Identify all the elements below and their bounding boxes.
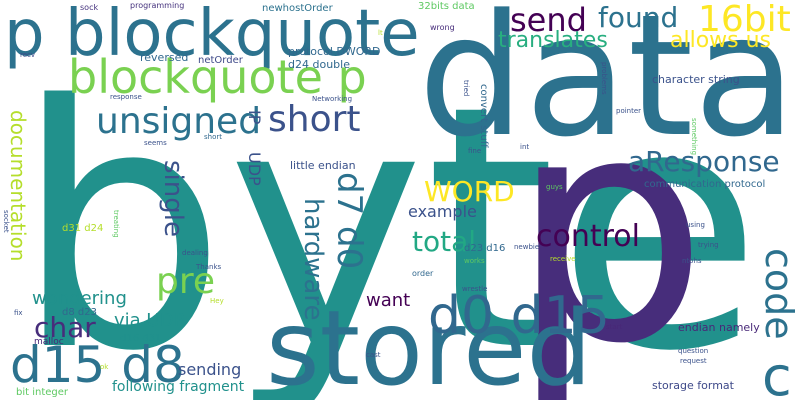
word-want: want: [366, 290, 411, 311]
word-start: start: [606, 323, 623, 331]
word-udp: UDP: [245, 152, 264, 186]
word-d15-d8: d15 d8: [10, 336, 185, 394]
word-byte: byte: [14, 35, 763, 400]
word-lt: lt: [378, 29, 383, 37]
word-question: question: [678, 347, 709, 355]
word-p: p: [510, 48, 709, 400]
word-data: data: [418, 0, 797, 174]
word-translates: translates: [498, 28, 608, 53]
word-ntohs: ntohs: [682, 257, 702, 265]
word-convert-stuff: convert stuff: [478, 84, 489, 148]
word-example: example: [408, 202, 477, 221]
word-c: c: [762, 345, 792, 400]
word-documentation: documentation: [6, 110, 30, 262]
word-send: send: [510, 1, 587, 39]
word-wondering: wondering: [32, 288, 127, 309]
word-reversed: reversed: [140, 51, 189, 64]
word-hardware: hardware: [298, 198, 328, 321]
word-fix: fix: [14, 309, 23, 317]
word-total: total: [412, 225, 477, 258]
word-control: control: [536, 219, 640, 254]
word-networking: Networking: [312, 95, 353, 103]
word-ok: ok: [100, 363, 109, 371]
word-via-udp: via UDP: [114, 310, 185, 331]
word-d24-double: d24 double: [288, 58, 350, 71]
word-programming: programming: [130, 1, 185, 10]
word-wrestle: wrestle: [462, 285, 488, 293]
word-netorder: netOrder: [198, 55, 243, 66]
word-using: using: [686, 221, 705, 229]
word-communication-protocol: communication protocol: [644, 179, 766, 190]
word-trying: trying: [698, 241, 719, 249]
word-newhostorder: newhostOrder: [262, 3, 333, 14]
word-short: short: [268, 99, 361, 140]
word-wrong: wrong: [430, 23, 455, 32]
word-char: char: [34, 311, 96, 344]
word-character-string: character string: [652, 73, 740, 86]
word-pointer: pointer: [616, 107, 642, 115]
word-stored: stored: [266, 289, 592, 400]
word-fine: fine: [468, 147, 482, 155]
word-order: order: [412, 269, 434, 278]
word-d7-d0: d7 d0: [329, 172, 369, 270]
word-cast: cast: [366, 351, 381, 359]
word-word: WORD: [424, 175, 515, 208]
word-recv: recv: [20, 51, 36, 59]
word-found: found: [598, 1, 679, 34]
word-single: single: [158, 160, 188, 237]
word-d16-d31: d16 d31: [120, 333, 162, 344]
word-receive: receive: [550, 255, 576, 263]
word-d31-d24: d31 d24: [62, 223, 104, 234]
word-code: code: [757, 248, 800, 340]
word-protocol-dword: protocol DWORD: [288, 45, 381, 58]
word-32bits-data: 32bits data: [418, 1, 475, 12]
word-thanks: Thanks: [196, 263, 222, 271]
word-int: int: [520, 143, 530, 151]
word-malloc: malloc: [34, 337, 64, 347]
word-p-blockquote: p blockquote: [4, 0, 420, 71]
word-problems: problems: [600, 62, 608, 95]
word-blockquote-p: blockquote p: [68, 50, 367, 104]
word-something: something: [690, 118, 698, 156]
word-sending: sending: [178, 360, 242, 379]
word-bit-integer: bit integer: [16, 387, 69, 398]
word-treating: treating: [112, 210, 120, 238]
word-allows-us: allows us: [670, 28, 772, 53]
word-newbie: newbie: [514, 243, 540, 251]
word-little-endian: little endian: [290, 159, 356, 172]
word-tried: tried: [462, 80, 470, 97]
word-d8-d23: d8 d23: [62, 307, 97, 318]
word-ip: IP: [245, 110, 264, 125]
word-guys: guys: [546, 183, 563, 191]
word-16bit: 16bit: [698, 0, 791, 40]
word-request: request: [680, 357, 707, 365]
word-dealing: dealing: [182, 249, 208, 257]
word-endian-namely: endian namely: [678, 321, 760, 334]
word-pre: pre: [156, 261, 216, 302]
word-response: response: [110, 93, 142, 101]
word-d0-d15: d0 d15: [428, 286, 610, 346]
word-aresponse: aResponse: [628, 145, 780, 178]
word-short-small: short: [204, 133, 222, 141]
word-hey: Hey: [210, 297, 224, 305]
word-seems: seems: [144, 139, 167, 147]
word-works: works: [464, 257, 485, 265]
word-storage-format: storage format: [652, 379, 734, 392]
word-unsigned: unsigned: [96, 101, 262, 142]
word-d23-d16: d23 d16: [464, 243, 506, 254]
word-socket: socket: [2, 210, 10, 233]
word-sock: sock: [80, 3, 99, 12]
word-following-fragment: following fragment: [112, 379, 245, 395]
